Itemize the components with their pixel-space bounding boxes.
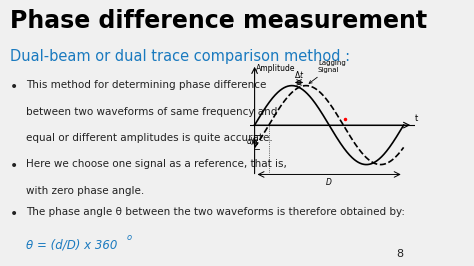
- Text: θ = (d/D) x 360: θ = (d/D) x 360: [26, 238, 118, 251]
- Text: o: o: [127, 233, 132, 242]
- Text: •: •: [9, 80, 18, 94]
- Text: Phase difference measurement: Phase difference measurement: [9, 9, 427, 33]
- Text: The phase angle θ between the two waveforms is therefore obtained by:: The phase angle θ between the two wavefo…: [26, 207, 405, 217]
- Text: Dual-beam or dual trace comparison method :: Dual-beam or dual trace comparison metho…: [9, 49, 350, 64]
- Text: 8: 8: [396, 249, 403, 259]
- Text: •: •: [9, 159, 18, 173]
- Text: between two waveforms of same frequency and: between two waveforms of same frequency …: [26, 107, 278, 117]
- Text: Here we choose one signal as a reference, that is,: Here we choose one signal as a reference…: [26, 159, 287, 169]
- Text: with zero phase angle.: with zero phase angle.: [26, 186, 145, 196]
- Text: equal or different amplitudes is quite accurate.: equal or different amplitudes is quite a…: [26, 133, 273, 143]
- Text: •: •: [9, 207, 18, 221]
- Text: This method for determining phase difference: This method for determining phase differ…: [26, 80, 266, 90]
